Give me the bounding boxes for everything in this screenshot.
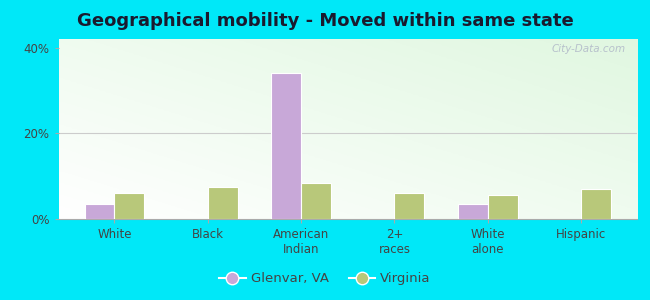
Bar <box>301 183 331 219</box>
Text: Geographical mobility - Moved within same state: Geographical mobility - Moved within sam… <box>77 12 573 30</box>
Bar <box>114 193 144 219</box>
Bar <box>458 204 488 219</box>
Bar <box>84 204 114 219</box>
Bar <box>208 187 238 219</box>
Bar <box>581 189 611 219</box>
Bar <box>271 73 301 219</box>
Bar <box>395 193 424 219</box>
Bar <box>488 195 517 219</box>
Legend: Glenvar, VA, Virginia: Glenvar, VA, Virginia <box>214 267 436 290</box>
Text: City-Data.com: City-Data.com <box>551 44 625 54</box>
